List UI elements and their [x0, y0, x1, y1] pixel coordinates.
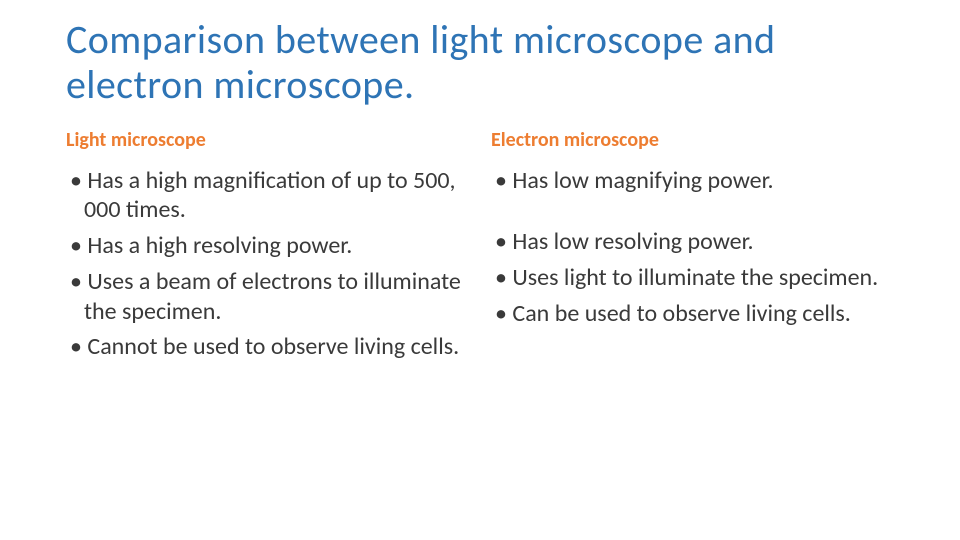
left-heading: Light microscope: [66, 128, 479, 152]
comparison-columns: Light microscope Has a high magnificatio…: [66, 128, 904, 369]
list-item: Has a high magnification of up to 500, 0…: [66, 166, 479, 226]
right-bullets: Has low magnifying power. Has low resolv…: [491, 166, 904, 329]
list-item: Uses light to illuminate the specimen.: [491, 263, 904, 293]
list-item: Has low magnifying power.: [491, 166, 904, 196]
list-item: Has low resolving power.: [491, 227, 904, 257]
slide-title: Comparison between light microscope and …: [66, 18, 904, 108]
right-heading: Electron microscope: [491, 128, 904, 152]
slide: Comparison between light microscope and …: [0, 0, 960, 540]
left-bullets: Has a high magnification of up to 500, 0…: [66, 166, 479, 363]
right-column: Electron microscope Has low magnifying p…: [491, 128, 904, 369]
list-item: Cannot be used to observe living cells.: [66, 332, 479, 362]
list-item: Can be used to observe living cells.: [491, 299, 904, 329]
list-item: Has a high resolving power.: [66, 231, 479, 261]
list-item: Uses a beam of electrons to illuminate t…: [66, 267, 479, 327]
left-column: Light microscope Has a high magnificatio…: [66, 128, 479, 369]
